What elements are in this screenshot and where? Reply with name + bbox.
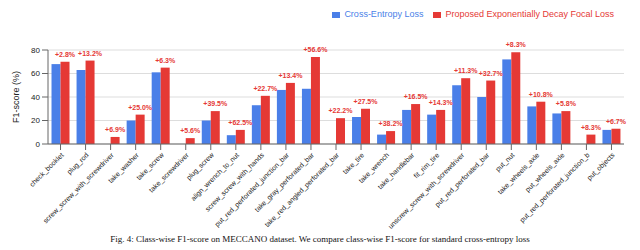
svg-text:take_gray_perforated_bar: take_gray_perforated_bar xyxy=(253,151,316,214)
svg-text:take_red_angled_perforated_bar: take_red_angled_perforated_bar xyxy=(263,151,341,229)
svg-text:+22.7%: +22.7% xyxy=(253,85,278,92)
svg-text:plug_screw: plug_screw xyxy=(185,151,215,182)
html-text:Cross-Entropy Loss: Cross-Entropy Loss xyxy=(344,9,424,19)
svg-text:take_tire: take_tire xyxy=(341,151,366,176)
svg-text:+6.3%: +6.3% xyxy=(155,57,176,64)
svg-text:fit_rim_tire: fit_rim_tire xyxy=(412,151,441,180)
svg-text:+13.2%: +13.2% xyxy=(78,50,103,57)
svg-text:+5.6%: +5.6% xyxy=(180,127,201,134)
svg-text:put_nut: put_nut xyxy=(494,151,516,173)
svg-text:put_objects: put_objects xyxy=(585,151,616,182)
svg-text:40: 40 xyxy=(31,93,40,102)
svg-text:unscrew_screw_with_screwdriver: unscrew_screw_with_screwdriver xyxy=(386,151,466,230)
svg-text:0: 0 xyxy=(36,140,41,149)
svg-text:+16.5%: +16.5% xyxy=(404,93,429,100)
svg-text:60: 60 xyxy=(31,69,40,78)
svg-text:+8.3%: +8.3% xyxy=(581,124,602,131)
svg-text:+56.6%: +56.6% xyxy=(303,46,328,53)
svg-text:check_booklet: check_booklet xyxy=(28,151,65,188)
svg-text:+10.8%: +10.8% xyxy=(529,91,554,98)
svg-text:+32.7%: +32.7% xyxy=(479,70,504,77)
svg-text:plug_rod: plug_rod xyxy=(66,151,91,176)
svg-text:put_red_perforated_bar: put_red_perforated_bar xyxy=(434,151,492,209)
svg-text:take_wheels_axle: take_wheels_axle xyxy=(496,151,541,196)
svg-text:+22.2%: +22.2% xyxy=(329,107,354,114)
svg-text:+8.3%: +8.3% xyxy=(506,41,527,48)
svg-text:+2.8%: +2.8% xyxy=(55,51,76,58)
svg-text:F1-score (%): F1-score (%) xyxy=(11,71,21,123)
svg-text:+14.3%: +14.3% xyxy=(429,99,454,106)
svg-text:+13.4%: +13.4% xyxy=(278,72,303,79)
svg-text:+6.7%: +6.7% xyxy=(606,118,627,125)
svg-text:take_handlebar: take_handlebar xyxy=(376,151,416,191)
html-text:Proposed Exponentially Decay F: Proposed Exponentially Decay Focal Loss xyxy=(445,9,614,19)
svg-text:+5.8%: +5.8% xyxy=(556,100,577,107)
svg-text:align_wrench_to_nut: align_wrench_to_nut xyxy=(189,151,240,202)
html-text:Fig. 4: Class-wise F1-score on: Fig. 4: Class-wise F1-score on MECCANO d… xyxy=(110,234,530,244)
svg-text:+27.5%: +27.5% xyxy=(354,98,379,105)
svg-text:take_screwdriver: take_screwdriver xyxy=(148,151,192,195)
svg-text:20: 20 xyxy=(31,116,40,125)
svg-text:+6.9%: +6.9% xyxy=(105,126,126,133)
svg-text:put_red_perforated_junction_b: put_red_perforated_junction_b xyxy=(518,151,591,224)
svg-text:screw_screw_with_hands: screw_screw_with_hands xyxy=(203,151,266,213)
svg-text:put_red_perforated_junction_ba: put_red_perforated_junction_bar xyxy=(213,151,291,228)
svg-text:screw_screw_with_screwdriver: screw_screw_with_screwdriver xyxy=(42,151,116,225)
svg-text:put_wheels_axle: put_wheels_axle xyxy=(524,151,567,194)
svg-text:take_washer: take_washer xyxy=(107,151,141,185)
svg-text:take_wrench: take_wrench xyxy=(357,151,391,185)
svg-text:+25.0%: +25.0% xyxy=(128,104,153,111)
svg-text:80: 80 xyxy=(31,46,40,55)
svg-text:+62.5%: +62.5% xyxy=(228,119,253,126)
svg-text:+38.2%: +38.2% xyxy=(379,120,404,127)
svg-text:+11.3%: +11.3% xyxy=(454,67,478,74)
svg-text:+39.5%: +39.5% xyxy=(203,100,228,107)
